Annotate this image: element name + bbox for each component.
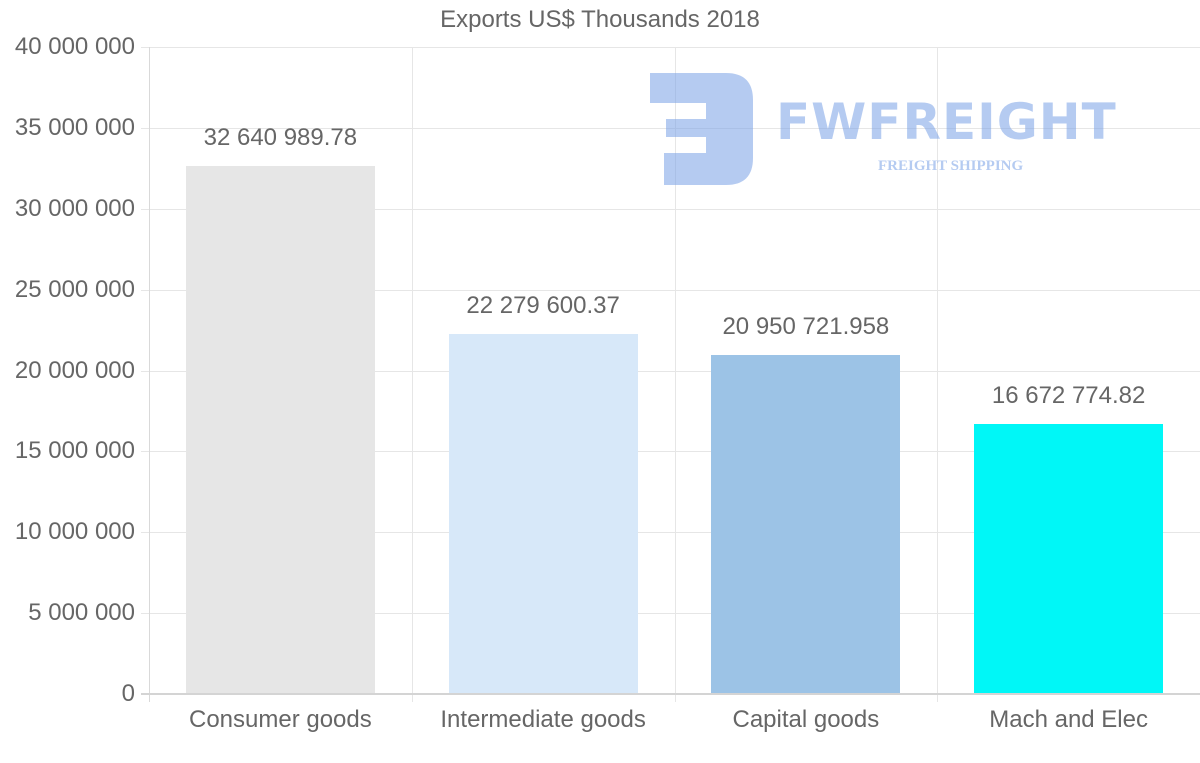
y-tick-label: 25 000 000 — [14, 275, 135, 303]
bar-mach-and-elec[interactable] — [974, 424, 1164, 694]
y-tick-label: 20 000 000 — [14, 356, 135, 384]
gridline-horizontal — [141, 370, 1200, 372]
gridline-horizontal — [141, 613, 1200, 615]
bar-intermediate-goods[interactable] — [448, 333, 638, 694]
x-axis-line — [141, 693, 1200, 695]
gridline-vertical — [937, 47, 938, 702]
gridline-horizontal — [141, 289, 1200, 291]
y-tick-label: 10 000 000 — [14, 518, 135, 546]
bar-consumer-goods[interactable] — [185, 166, 375, 694]
y-tick-label: 15 000 000 — [14, 437, 135, 465]
x-tick-label: Mach and Elec — [989, 706, 1148, 733]
x-tick-label: Consumer goods — [188, 706, 372, 733]
y-tick-label: 40 000 000 — [14, 33, 135, 60]
gridline-horizontal — [141, 451, 1200, 453]
y-tick-label: 0 — [121, 680, 135, 707]
bar-value-label: 32 640 989.78 — [203, 124, 358, 152]
y-tick-label: 35 000 000 — [14, 113, 135, 141]
gridline-horizontal — [141, 47, 1200, 48]
y-tick-label: 5 000 000 — [28, 599, 135, 627]
y-axis-line — [149, 47, 150, 702]
gridline-horizontal — [141, 208, 1200, 210]
gridline-vertical — [412, 47, 413, 702]
bar-capital-goods[interactable] — [711, 355, 901, 694]
gridline-vertical — [675, 47, 676, 702]
chart-title: Exports US$ Thousands 2018 — [440, 6, 760, 33]
x-tick-label: Intermediate goods — [440, 706, 646, 733]
gridline-horizontal — [141, 532, 1200, 534]
x-tick-label: Capital goods — [732, 706, 880, 733]
y-tick-label: 30 000 000 — [14, 194, 135, 222]
plot-area: 0 5 000 000 10 000 000 15 000 000 20 000 000… — [15, 35, 1200, 706]
bar-value-label: 22 279 600.37 — [466, 291, 620, 319]
bar-value-label: 16 672 774.82 — [991, 382, 1146, 410]
bar-value-label: 20 950 721.958 — [722, 313, 890, 341]
